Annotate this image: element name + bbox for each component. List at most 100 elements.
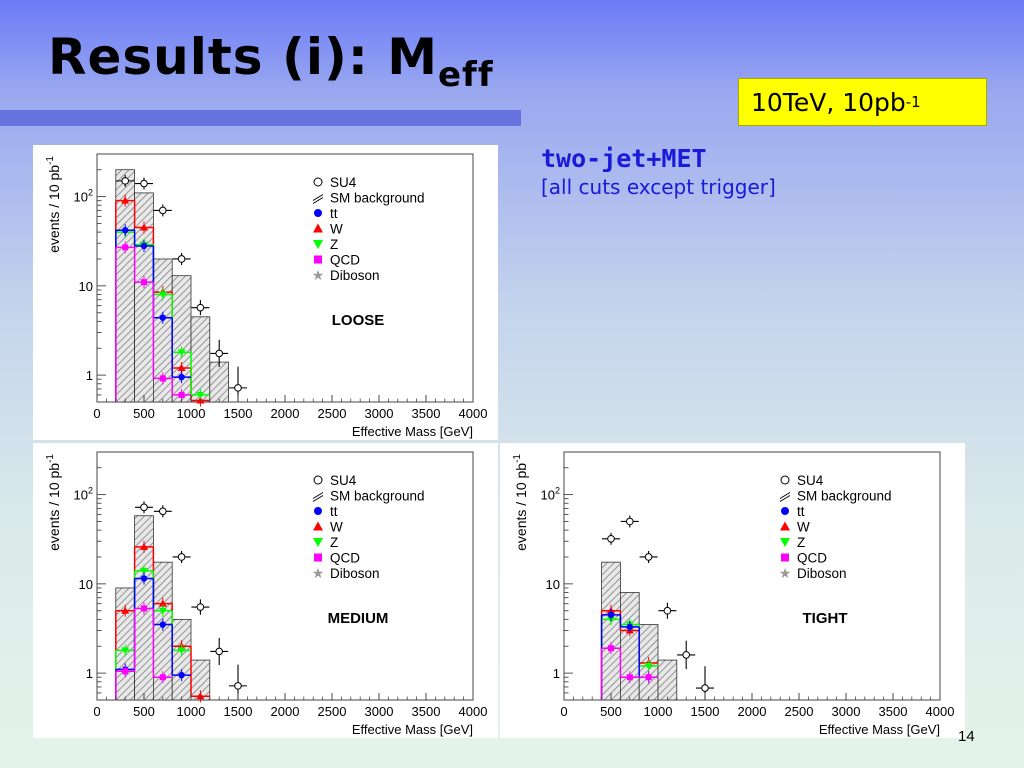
z-marker: [196, 391, 205, 399]
z-marker: [158, 607, 167, 615]
x-tick-label: 3000: [365, 704, 394, 719]
x-tick-label: 1000: [644, 704, 673, 719]
x-tick-label: 1000: [177, 704, 206, 719]
legend-entry-label: SU4: [797, 473, 824, 488]
legend-entry-label: Z: [797, 535, 805, 550]
legend-entry-label: Z: [330, 535, 338, 550]
qcd-marker: [159, 375, 166, 382]
w-marker: [121, 606, 130, 614]
z-marker: [140, 567, 148, 575]
su4-point: [644, 553, 653, 561]
su4-point: [701, 684, 709, 692]
selection-sub: [all cuts except trigger]: [541, 175, 776, 199]
w-marker: [196, 692, 205, 700]
legend-entry-label: tt: [330, 504, 338, 519]
z-marker: [644, 663, 653, 671]
legend-entry-label: Diboson: [330, 268, 380, 283]
z-marker: [177, 647, 186, 655]
x-tick-label: 2000: [271, 406, 300, 421]
x-axis-label: Effective Mass [GeV]: [352, 722, 473, 737]
qcd-marker: [645, 674, 652, 681]
x-tick-label: 3500: [412, 704, 441, 719]
legend-w-marker: [313, 223, 323, 233]
chart-panel-loose: 0 500 1000 1500 2000 2500 3000 3500 4000 1 10 102 Ef…: [33, 145, 498, 440]
chart-panel-tight: 0 500 1000 1500 2000 2500 3000 3500 4000 1 10 102 Ef…: [500, 443, 965, 738]
su4-point: [196, 603, 205, 611]
legend-qcd-marker: [314, 255, 322, 264]
x-tick-label: 4000: [459, 406, 488, 421]
x-tick-label: 500: [133, 704, 155, 719]
legend-entry-label: Z: [330, 237, 338, 252]
w-marker: [140, 542, 148, 550]
qcd-marker: [626, 674, 633, 681]
legend-tt-marker: [314, 507, 322, 515]
su4-point: [159, 206, 167, 215]
legend-entry-label: SM background: [330, 489, 425, 504]
series-su4: [135, 501, 247, 700]
x-tick-label: 1000: [177, 406, 206, 421]
x-tick-label: 0: [93, 406, 100, 421]
y-tick-label: 10: [79, 577, 93, 592]
tt-marker: [178, 373, 185, 381]
x-tick-label: 2000: [738, 704, 767, 719]
energy-badge-superscript: -1: [905, 93, 921, 111]
qcd-marker: [141, 279, 147, 286]
y-tick-label: 102: [541, 486, 560, 503]
y-tick-label: 1: [553, 666, 560, 681]
y-tick-label: 102: [74, 188, 93, 205]
y-tick-label: 1: [86, 666, 93, 681]
tt-marker: [626, 623, 633, 631]
legend-entry-label: SU4: [330, 473, 357, 488]
legend-diboson-marker: ★: [312, 566, 325, 582]
x-axis-label: Effective Mass [GeV]: [819, 722, 940, 737]
x-tick-label: 3000: [365, 406, 394, 421]
su4-point: [663, 606, 672, 615]
legend-hatch-marker: [779, 495, 791, 502]
legend-diboson-marker: ★: [312, 268, 325, 284]
su4-point: [234, 682, 242, 690]
tt-marker: [159, 621, 166, 628]
x-tick-label: 500: [600, 704, 622, 719]
legend-tt-marker: [781, 507, 789, 515]
tt-marker: [140, 575, 148, 582]
y-tick-label: 1: [86, 368, 93, 383]
x-tick-label: 1500: [691, 704, 720, 719]
su4-point: [177, 553, 186, 561]
legend-entry-label: Diboson: [797, 566, 847, 581]
su4-point: [140, 503, 148, 512]
slide-title-subscript: eff: [437, 55, 494, 95]
series-qcd: [115, 241, 191, 402]
legend-hatch-marker: [312, 495, 324, 502]
su4-point: [607, 534, 615, 543]
x-tick-label: 3500: [412, 406, 441, 421]
sm-background-bar: [209, 361, 230, 403]
tt-marker: [122, 227, 129, 234]
w-marker: [121, 196, 130, 204]
chart-loose: 0 500 1000 1500 2000 2500 3000 3500 4000 1 10 102 Ef…: [45, 153, 488, 439]
su4-point: [682, 651, 690, 659]
slide-title: Results (i): Meff: [48, 28, 494, 95]
su4-point: [196, 303, 205, 312]
tt-marker: [140, 242, 148, 250]
qcd-marker: [122, 668, 129, 675]
legend-entry-label: tt: [797, 504, 805, 519]
energy-badge-text: 10TeV, 10pb: [751, 87, 906, 117]
legend-z-marker: [313, 538, 323, 547]
legend-w-marker: [780, 521, 790, 531]
selection-description: two-jet+MET [all cuts except trigger]: [541, 144, 776, 199]
x-tick-label: 3500: [879, 704, 908, 719]
legend-entry-label: QCD: [330, 253, 360, 268]
selection-main: two-jet+MET: [541, 144, 707, 173]
legend-entry-label: W: [797, 520, 810, 535]
panel-label: TIGHT: [803, 610, 848, 627]
x-tick-label: 4000: [926, 704, 955, 719]
x-tick-label: 500: [133, 406, 155, 421]
x-tick-label: 2500: [318, 704, 347, 719]
x-tick-label: 2500: [785, 704, 814, 719]
legend-entry-label: Diboson: [330, 566, 380, 581]
qcd-marker: [159, 674, 166, 681]
x-tick-label: 1500: [224, 704, 253, 719]
w-marker: [177, 364, 186, 372]
